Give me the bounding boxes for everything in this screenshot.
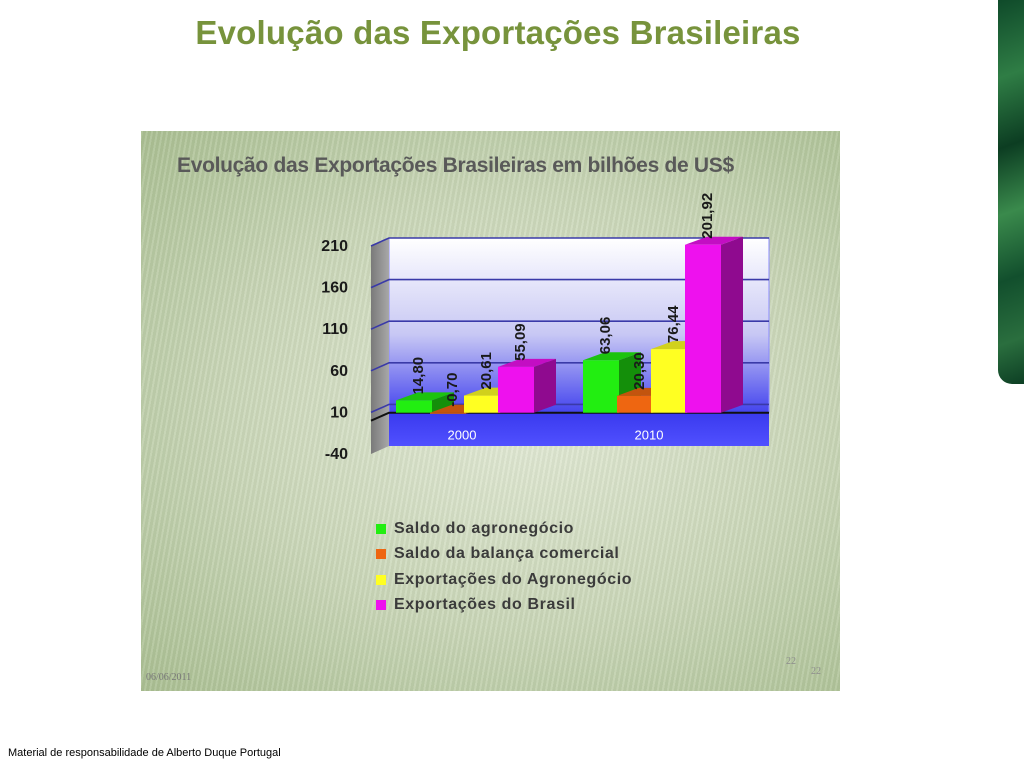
legend-item-exportacoes-agronegocio: Exportações do Agronegócio [376,567,632,593]
bar [430,412,466,414]
data-label: 20,61 [478,352,495,390]
chart-legend: Saldo do agronegócio Saldo da balança co… [376,516,632,618]
legend-item-saldo-agronegocio: Saldo do agronegócio [376,516,632,542]
y-tick-label: 110 [322,321,348,338]
bar [617,395,653,413]
bar [396,400,432,413]
legend-swatch-orange [376,549,386,560]
panel-page-number: 22 [786,656,796,667]
bar [583,360,619,413]
legend-label: Saldo da balança comercial [394,545,620,563]
gridline [370,362,769,372]
legend-swatch-magenta [376,600,386,611]
bar-top [583,352,641,361]
y-tick-label: 60 [330,363,348,380]
panel-date: 06/06/2011 [146,672,192,683]
data-label: 55,09 [512,323,529,361]
bar [685,244,721,413]
panel-page-number: 22 [811,666,821,677]
plot-negative-region [389,412,769,446]
chart-svg: 210 160 110 60 10 -40 14,80 -0,70 20,61 55,09 2000… [321,193,770,463]
bar [464,395,500,413]
y-tick-label: 210 [321,238,348,255]
y-tick-label: 160 [321,280,348,297]
gridline [370,278,769,289]
legend-label: Exportações do Brasil [394,596,576,614]
bar-side [534,358,556,413]
y-tick-label: 10 [330,404,348,421]
bar-side [721,236,743,413]
chart-panel: Evolução das Exportações Brasileiras em … [141,131,840,691]
data-label: 14,80 [410,357,427,395]
data-label: 76,44 [665,305,682,343]
legend-swatch-green [376,523,386,534]
bar-top [685,236,743,245]
footer-credit: Material de responsabilidade de Alberto … [8,747,281,759]
legend-swatch-yellow [376,574,386,585]
category-label: 2000 [448,428,477,443]
bar [498,366,534,413]
gridline [370,237,769,247]
side-decoration [998,0,1024,384]
data-label: -0,70 [444,373,461,407]
data-label: 201,92 [699,193,716,239]
legend-item-saldo-balanca: Saldo da balança comercial [376,542,632,568]
legend-label: Exportações do Agronegócio [394,570,633,588]
slide-title: Evolução das Exportações Brasileiras [195,14,801,51]
bar-top [498,358,556,367]
category-label: 2010 [635,428,664,443]
legend-label: Saldo do agronegócio [394,519,575,537]
data-label: 20,30 [631,352,648,390]
data-label: 63,06 [597,317,614,355]
y-tick-label: -40 [325,446,348,463]
chart-title: Evolução das Exportações Brasileiras em … [177,154,734,177]
bar-top [396,392,454,401]
gridline [370,320,769,330]
legend-item-exportacoes-brasil: Exportações do Brasil [376,593,632,619]
bar [651,349,687,413]
plot-side-wall [371,238,389,454]
bar-side [432,392,454,413]
